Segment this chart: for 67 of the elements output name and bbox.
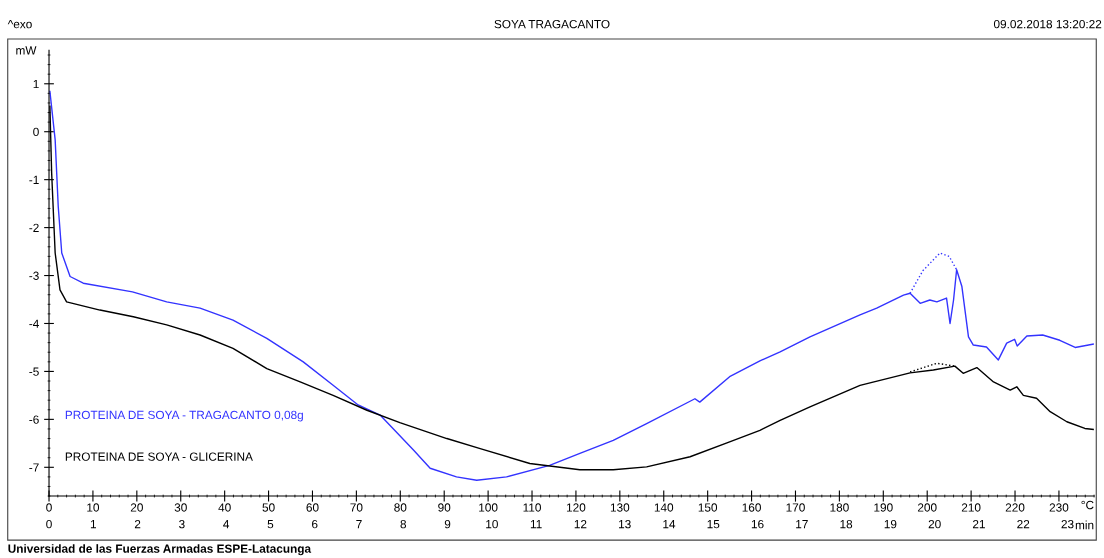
text: Universidad de las Fuerzas Armadas ESPE-Latacunga bbox=[8, 544, 312, 556]
x-tick-label: 230 bbox=[1049, 503, 1069, 512]
x-tick-label: 40 bbox=[218, 503, 231, 512]
x-tick-label: 70 bbox=[350, 503, 363, 512]
y-tick-label: -7 bbox=[29, 463, 39, 472]
y-axis-title: mW bbox=[16, 46, 37, 55]
x2-tick-label: 1 bbox=[90, 520, 97, 529]
x-tick-label: 10 bbox=[87, 503, 100, 512]
x-tick-label: 110 bbox=[523, 503, 541, 512]
x2-tick-label: 10 bbox=[486, 519, 498, 529]
y-tick-label: -6 bbox=[29, 415, 39, 424]
x2-tick-label: 14 bbox=[663, 520, 676, 529]
y-tick-label: -2 bbox=[29, 223, 39, 232]
x2-tick-label: 17 bbox=[796, 520, 808, 529]
x-tick-label: 50 bbox=[262, 503, 275, 512]
x2-tick-label: 5 bbox=[267, 520, 274, 529]
x2-tick-label: 21 bbox=[972, 519, 985, 529]
x2-tick-label: 11 bbox=[530, 520, 542, 529]
x-tick-label: 160 bbox=[742, 503, 761, 512]
x-tick-label: 60 bbox=[306, 503, 319, 512]
x2-tick-label: 16 bbox=[751, 519, 764, 529]
x-tick-label: 20 bbox=[130, 503, 143, 512]
x2-tick-label: 0 bbox=[46, 519, 52, 529]
text: 09.02.2018 13:20:22 bbox=[993, 19, 1102, 29]
x2-tick-label: 23 bbox=[1061, 519, 1074, 529]
y-tick-label: -3 bbox=[29, 271, 39, 280]
x-tick-label: 170 bbox=[786, 503, 805, 512]
x-tick-label: 30 bbox=[174, 503, 187, 512]
chart-title: SOYA TRAGACANTO bbox=[494, 19, 610, 29]
x-tick-label: 150 bbox=[698, 503, 718, 512]
x-tick-label: 220 bbox=[1005, 503, 1025, 512]
x2-tick-label: 4 bbox=[223, 520, 230, 529]
x2-tick-label: 3 bbox=[179, 519, 185, 529]
x2-tick-label: 12 bbox=[574, 519, 587, 529]
x2-axis-title: min bbox=[1075, 520, 1094, 530]
text: ^exo bbox=[7, 20, 32, 29]
x2-tick-label: 19 bbox=[884, 519, 897, 529]
x-tick-label: 80 bbox=[394, 503, 407, 512]
x-tick-label: 130 bbox=[610, 503, 630, 512]
x2-tick-label: 7 bbox=[356, 520, 362, 529]
x2-tick-label: 13 bbox=[619, 519, 631, 529]
x-tick-label: 180 bbox=[830, 503, 849, 512]
x-tick-label: 190 bbox=[874, 503, 893, 512]
x-tick-label: 90 bbox=[438, 503, 451, 512]
x2-tick-label: 8 bbox=[400, 519, 407, 529]
x2-tick-label: 18 bbox=[840, 519, 853, 529]
y-tick-label: 0 bbox=[33, 127, 39, 137]
x-axis-title: °C bbox=[1081, 500, 1094, 510]
y-tick-label: -4 bbox=[29, 319, 39, 328]
x2-tick-label: 6 bbox=[312, 519, 318, 529]
x-tick-label: 140 bbox=[654, 503, 674, 512]
line-series bbox=[909, 252, 958, 294]
y-tick-label: -5 bbox=[29, 367, 39, 376]
y-tick-label: -1 bbox=[29, 175, 39, 184]
x-tick-label: 200 bbox=[917, 503, 937, 512]
x-tick-label: 120 bbox=[566, 503, 586, 512]
x2-tick-label: 22 bbox=[1017, 519, 1030, 529]
x-tick-label: 210 bbox=[961, 503, 981, 512]
x-tick-label: 0 bbox=[46, 503, 52, 512]
x2-tick-label: 20 bbox=[928, 519, 941, 529]
text: PROTEINA DE SOYA - GLICERINA bbox=[65, 452, 253, 461]
x2-tick-label: 2 bbox=[134, 519, 141, 529]
x2-tick-label: 15 bbox=[707, 520, 720, 529]
x2-tick-label: 9 bbox=[444, 519, 451, 529]
x-tick-label: 100 bbox=[479, 503, 498, 512]
y-tick-label: 1 bbox=[33, 79, 39, 89]
text: PROTEINA DE SOYA - TRAGACANTO 0,08g bbox=[65, 410, 303, 422]
